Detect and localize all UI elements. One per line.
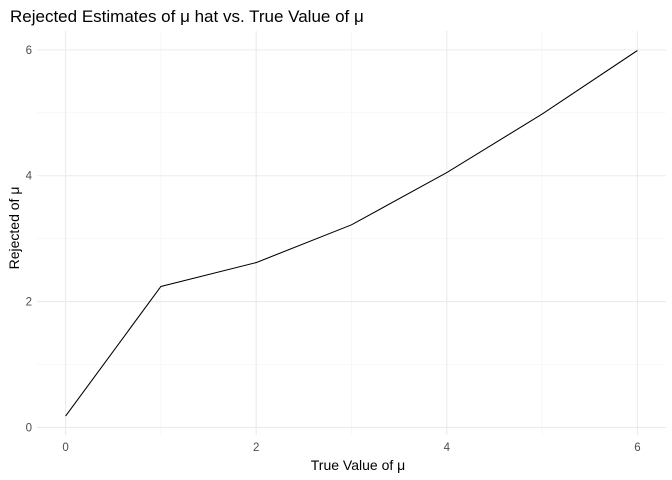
y-tick-label: 0	[26, 422, 32, 434]
series-line	[65, 50, 638, 417]
x-tick-label: 4	[444, 442, 451, 454]
x-tick-label: 0	[62, 442, 68, 454]
major-gridlines	[37, 31, 666, 435]
x-tick-label: 6	[634, 442, 640, 454]
y-tick-label: 4	[26, 171, 33, 183]
tick-labels: 0 2 4 6 0 2 4 6	[26, 45, 641, 454]
x-tick-label: 2	[253, 442, 259, 454]
y-tick-label: 2	[26, 297, 32, 309]
y-axis-title: Rejected of μ	[6, 187, 22, 270]
minor-gridlines	[37, 31, 666, 435]
chart-title: Rejected Estimates of μ hat vs. True Val…	[10, 7, 364, 26]
x-axis-title: True Value of μ	[311, 457, 405, 473]
series-layer	[65, 50, 638, 417]
y-tick-label: 6	[26, 45, 32, 57]
